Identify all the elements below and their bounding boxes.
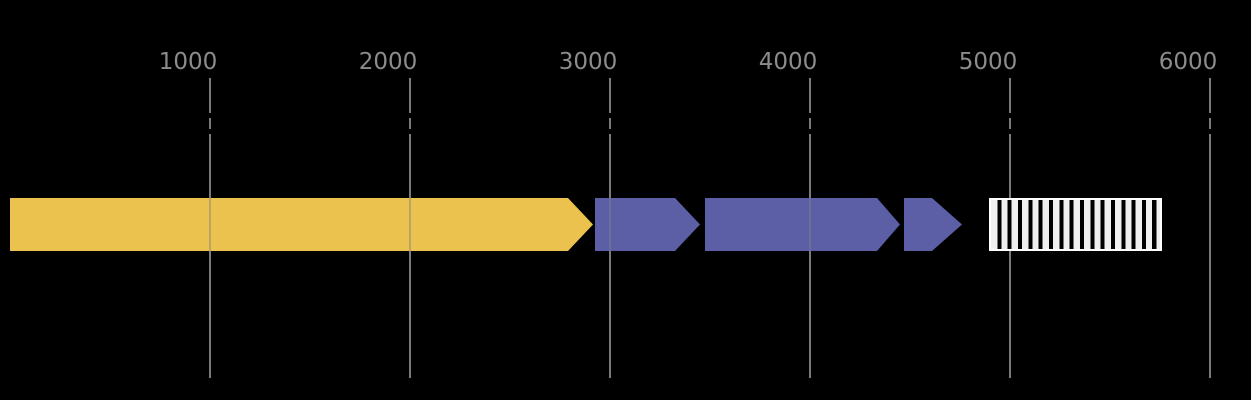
- gridline-overlay-4000: [809, 198, 811, 251]
- gridline-overlay-2000: [409, 198, 411, 251]
- axis-tick-label-4000: 4000: [758, 49, 818, 75]
- gridline-6000: [1209, 78, 1211, 378]
- yellow-gene-arrow: [10, 198, 593, 251]
- purple-gene-arrow-2: [705, 198, 900, 251]
- axis-tick-label-3000: 3000: [558, 49, 618, 75]
- purple-gene-arrow-1: [595, 198, 700, 251]
- axis-tick-label-5000: 5000: [958, 49, 1018, 75]
- gridline-overlay-1000: [209, 198, 211, 251]
- axis-tick-label-6000: 6000: [1158, 49, 1218, 75]
- axis-tick-label-1000: 1000: [158, 49, 218, 75]
- gridline-overlay-3000: [609, 198, 611, 251]
- axis-tick-label-2000: 2000: [358, 49, 418, 75]
- hatched-region: [989, 198, 1162, 251]
